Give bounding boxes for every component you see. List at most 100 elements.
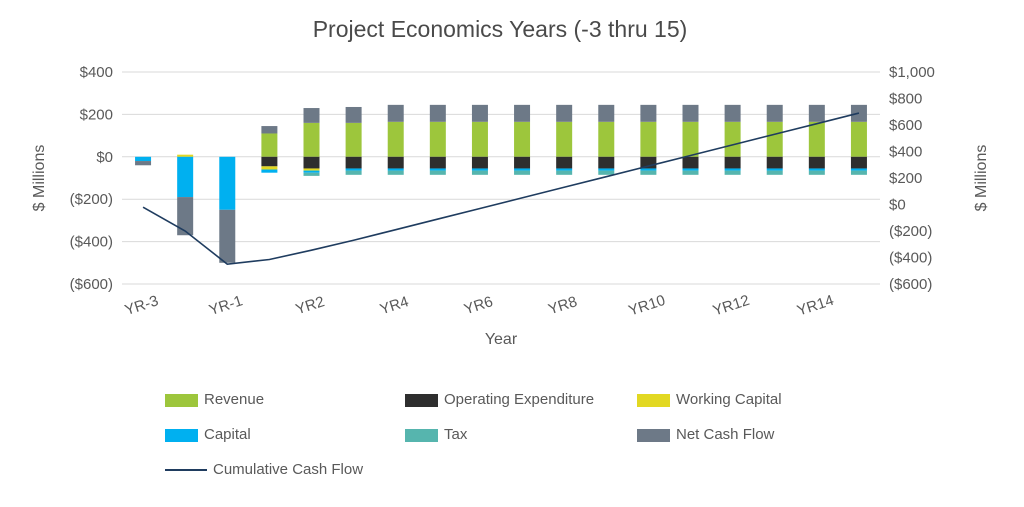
series-net-cash-flow [135, 104, 867, 263]
series-revenue [261, 121, 867, 157]
right-axis-tick-label: $400 [889, 144, 922, 161]
bar-segment-revenue [598, 121, 615, 157]
right-axis-tick-label: $1,000 [889, 64, 935, 81]
legend-label: Capital [204, 426, 251, 443]
legend-label: Net Cash Flow [676, 426, 775, 443]
legend-label: Working Capital [676, 391, 782, 408]
legend-color-swatch [637, 393, 670, 407]
bar-segment-working-capital [261, 166, 278, 170]
right-axis-tick-label: ($400) [889, 250, 932, 267]
bar-segment-tax [514, 170, 531, 175]
cumulative-cash-flow-line [142, 112, 860, 265]
bar-segment-capital [471, 168, 488, 171]
bar-segment-net-cash-flow [219, 209, 236, 263]
series-operating-expenditure [261, 156, 867, 169]
bar-segment-revenue [682, 121, 699, 157]
x-axis-tick-label: YR12 [711, 292, 752, 320]
bar-segment-revenue [514, 121, 531, 157]
bar-segment-capital [556, 168, 573, 171]
legend-line-swatch [165, 469, 207, 471]
right-axis-tick-label: $0 [889, 197, 906, 214]
bar-segment-revenue [471, 121, 488, 157]
bar-segment-capital [640, 168, 657, 171]
bar-segment-capital [345, 168, 362, 171]
right-axis-title: $ Millions [973, 144, 990, 212]
legend-label: Tax [444, 426, 468, 443]
bar-segment-operating-expenditure [724, 156, 741, 169]
bar-segment-revenue [556, 121, 573, 157]
right-axis-tick-label: $200 [889, 170, 922, 187]
bar-segment-operating-expenditure [640, 156, 657, 169]
bar-segment-net-cash-flow [471, 104, 488, 122]
bar-segment-capital [766, 168, 783, 171]
bar-segment-working-capital [303, 168, 320, 171]
x-axis-tick-labels: YR-3 YR-1 YR2 YR4 YR6 YR8 YR10 YR12 YR14 [123, 292, 836, 320]
bar-segment-capital [808, 168, 825, 171]
x-axis-tick-label: YR2 [294, 293, 327, 318]
legend-color-swatch [165, 428, 198, 442]
bar-segment-capital [850, 168, 867, 171]
bar-segment-operating-expenditure [303, 156, 320, 169]
bar-segment-tax [598, 170, 615, 175]
legend-item-working-capital: Working Capital [637, 391, 889, 409]
bar-segment-capital [514, 168, 531, 171]
bar-segment-capital [177, 156, 194, 198]
left-axis-tick-label: ($600) [70, 276, 113, 293]
bar-segment-operating-expenditure [429, 156, 446, 169]
bar-segment-operating-expenditure [808, 156, 825, 169]
legend-item-cumulative-cash-flow: Cumulative Cash Flow [165, 461, 405, 479]
x-axis-tick-label: YR4 [378, 293, 411, 318]
bar-segment-revenue [808, 121, 825, 157]
bar-segment-tax [345, 170, 362, 175]
bar-segment-working-capital [177, 154, 194, 157]
bar-segment-capital [219, 156, 236, 210]
bar-segment-net-cash-flow [556, 104, 573, 122]
legend-item-net-cash-flow: Net Cash Flow [637, 426, 889, 444]
bar-segment-operating-expenditure [261, 156, 278, 167]
left-axis-tick-label: $200 [80, 106, 113, 123]
x-axis-tick-label: YR-1 [207, 292, 245, 319]
left-axis-tick-label: ($200) [70, 191, 113, 208]
bar-segment-net-cash-flow [766, 104, 783, 122]
bar-segment-operating-expenditure [345, 156, 362, 169]
bars [135, 104, 867, 263]
bar-segment-revenue [850, 121, 867, 157]
left-axis-tick-label: $400 [80, 64, 113, 81]
legend-label: Cumulative Cash Flow [213, 461, 364, 478]
bar-segment-revenue [303, 122, 320, 157]
right-axis-tick-labels: $1,000 $800 $600 $400 $200 $0 ($200) ($400) ($60… [889, 64, 935, 293]
bar-segment-tax [766, 170, 783, 175]
series-capital [135, 156, 867, 210]
legend-item-capital: Capital [165, 426, 405, 444]
bar-segment-capital [724, 168, 741, 171]
bar-segment-net-cash-flow [514, 104, 531, 122]
left-axis-tick-label: $0 [96, 149, 113, 166]
bar-segment-revenue [766, 121, 783, 157]
chart-title: Project Economics Years (-3 thru 15) [312, 16, 688, 42]
bar-segment-operating-expenditure [682, 156, 699, 169]
bar-segment-capital [135, 156, 152, 162]
bar-segment-capital [261, 169, 278, 173]
bar-segment-net-cash-flow [303, 108, 320, 123]
bar-segment-capital [429, 168, 446, 171]
bar-segment-revenue [429, 121, 446, 157]
bar-segment-net-cash-flow [387, 104, 404, 122]
bar-segment-net-cash-flow [177, 197, 194, 236]
bar-segment-net-cash-flow [724, 104, 741, 122]
legend-label: Revenue [204, 391, 265, 408]
right-axis-tick-label: ($200) [889, 223, 932, 240]
bar-segment-operating-expenditure [471, 156, 488, 169]
legend-item-tax: Tax [405, 426, 637, 444]
legend-color-swatch [165, 393, 198, 407]
bar-segment-net-cash-flow [429, 104, 446, 122]
x-axis-tick-label: YR10 [627, 292, 668, 320]
bar-segment-net-cash-flow [345, 106, 362, 123]
bar-segment-tax [850, 170, 867, 175]
left-axis-tick-label: ($400) [70, 234, 113, 251]
series-tax [303, 170, 867, 176]
legend-item-operating-expenditure: Operating Expenditure [405, 391, 637, 409]
x-axis-tick-label: YR14 [795, 292, 836, 320]
left-axis-title: $ Millions [31, 144, 48, 212]
x-axis-tick-label: YR-3 [123, 292, 161, 319]
